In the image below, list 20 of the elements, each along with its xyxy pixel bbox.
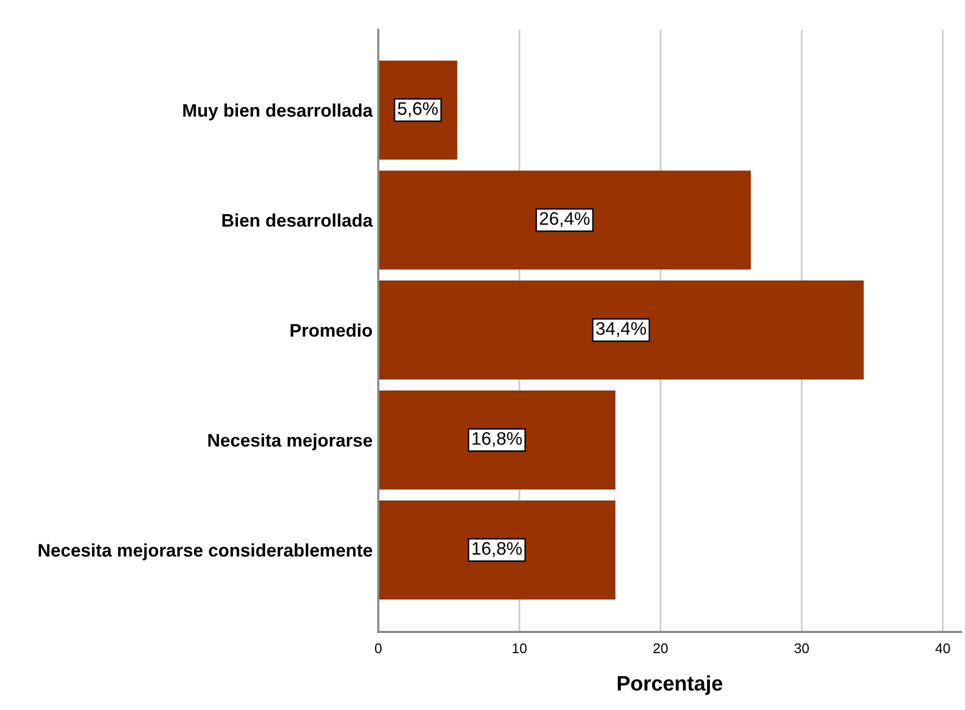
bar	[378, 390, 616, 490]
bar	[378, 500, 616, 600]
x-tick-label: 40	[935, 643, 950, 654]
x-tick-label: 0	[374, 643, 382, 654]
x-tick-label: 20	[654, 643, 668, 654]
y-tick-label: Bien desarrollada	[222, 214, 373, 227]
data-label: 16,8%	[472, 542, 522, 557]
y-tick-label: Promedio	[290, 323, 372, 337]
y-tick-label: Necesita mejorarse considerablemente	[38, 543, 372, 560]
bar	[378, 280, 864, 380]
data-label: 34,4%	[596, 322, 646, 338]
y-tick-label: Muy bien desarrollada	[183, 104, 373, 120]
bar	[378, 170, 751, 270]
data-label: 5,6%	[398, 102, 438, 118]
x-tick-label: 30	[794, 643, 809, 654]
x-tick-label: 10	[512, 643, 527, 654]
data-label: 26,4%	[540, 212, 590, 228]
x-axis-title: Porcentaje	[618, 675, 722, 695]
data-label: 16,8%	[472, 432, 522, 447]
y-tick-label: Necesita mejorarse	[208, 433, 372, 450]
